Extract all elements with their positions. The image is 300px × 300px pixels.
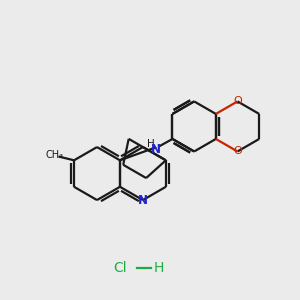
Text: O: O [233,96,242,106]
Text: N: N [138,194,148,207]
Text: O: O [233,146,242,157]
Text: Cl: Cl [114,261,128,275]
Text: N: N [151,143,161,156]
Text: CH₃: CH₃ [46,150,64,160]
Text: H: H [147,139,155,149]
Text: H: H [154,261,164,275]
